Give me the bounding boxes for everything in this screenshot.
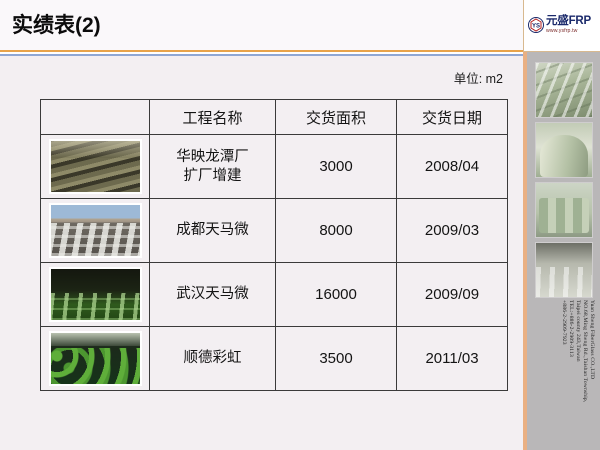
- table-header: 工程名称 交货面积 交货日期: [40, 99, 508, 135]
- address-company: Yuan Sheng FiberGlass CO.,LTD: [589, 300, 595, 380]
- factory-foundation-site-photo: [48, 203, 142, 258]
- ys-hexagon-badge-icon: YS: [528, 16, 544, 33]
- svg-text:YS: YS: [532, 23, 540, 29]
- frp-workshop-interior-photo: [535, 242, 593, 298]
- address-tel-1: TEL:+886-2-2909-3113: [568, 300, 574, 357]
- row-delivery-date: 2009/09: [396, 262, 508, 327]
- divider-blue: [0, 54, 523, 56]
- address-tel-2: +886-2-2909-7923: [561, 300, 567, 345]
- table-row: 成都天马微 8000 2009/03: [40, 198, 508, 263]
- row-delivery-area: 3000: [275, 134, 397, 199]
- row-thumbnail-cell: [40, 134, 150, 199]
- title-bar: 实绩表(2): [0, 0, 523, 50]
- page-title: 实绩表(2): [12, 14, 101, 37]
- table-body: 华映龙潭厂 扩厂增建 3000 2008/04 成都天马微 8000 2009/…: [40, 134, 508, 391]
- green-floor-installation-photo: [48, 267, 142, 322]
- logo-website: www.ysfrp.tw: [546, 27, 578, 34]
- row-delivery-date: 2011/03: [396, 326, 508, 391]
- right-sidebar: YS 元盛FRP www.ysfrp.tw Yuan Sheng FiberGl…: [523, 0, 600, 450]
- header-project-name: 工程名称: [149, 99, 276, 135]
- row-project-name: 华映龙潭厂 扩厂增建: [149, 134, 276, 199]
- row-project-name: 武汉天马微: [149, 262, 276, 327]
- construction-rebar-photo: [48, 139, 142, 194]
- divider-orange: [0, 50, 523, 52]
- logo-text-wrap: 元盛FRP www.ysfrp.tw: [546, 15, 591, 34]
- row-thumbnail-cell: [40, 198, 150, 263]
- table-header-row: 工程名称 交货面积 交货日期: [40, 99, 508, 135]
- company-address-block: Yuan Sheng FiberGlass CO.,LTD NO.68,Ming…: [523, 300, 600, 440]
- header-delivery-date: 交货日期: [396, 99, 508, 135]
- row-thumbnail-cell: [40, 262, 150, 327]
- header-thumbnail: [40, 99, 150, 135]
- address-city: Taipei county 243,Taiwan: [575, 300, 581, 362]
- company-logo[interactable]: YS 元盛FRP www.ysfrp.tw: [523, 0, 600, 52]
- frp-tank-closeup-photo: [535, 122, 593, 178]
- logo-inner: YS 元盛FRP www.ysfrp.tw: [528, 15, 591, 34]
- row-delivery-area: 3500: [275, 326, 397, 391]
- green-domes-array-photo: [48, 331, 142, 386]
- table-row: 顺德彩虹 3500 2011/03: [40, 326, 508, 391]
- frp-storage-tanks-photo: [535, 182, 593, 238]
- row-thumbnail-cell: [40, 326, 150, 391]
- row-project-name: 成都天马微: [149, 198, 276, 263]
- table-row: 武汉天马微 16000 2009/09: [40, 262, 508, 327]
- row-delivery-area: 8000: [275, 198, 397, 263]
- row-delivery-date: 2009/03: [396, 198, 508, 263]
- address-street: NO.68,Ming Sheng Rd.,Taishan Township,: [582, 300, 588, 403]
- table-row: 华映龙潭厂 扩厂增建 3000 2008/04: [40, 134, 508, 199]
- sidebar-accent-stripe: [523, 0, 527, 450]
- row-delivery-area: 16000: [275, 262, 397, 327]
- frp-ceiling-structure-photo: [535, 62, 593, 118]
- logo-company-mark: 元盛FRP: [546, 15, 591, 27]
- divider-white: [0, 52, 523, 54]
- performance-table: 工程名称 交货面积 交货日期 华映龙潭厂 扩厂增建 3000 2008/04: [40, 99, 508, 391]
- row-delivery-date: 2008/04: [396, 134, 508, 199]
- project-name-line-2: 扩厂增建: [183, 167, 242, 184]
- header-delivery-area: 交货面积: [275, 99, 397, 135]
- row-project-name: 顺德彩虹: [149, 326, 276, 391]
- project-name-line-1: 华映龙潭厂: [176, 148, 249, 165]
- unit-note: 单位: m2: [453, 72, 503, 86]
